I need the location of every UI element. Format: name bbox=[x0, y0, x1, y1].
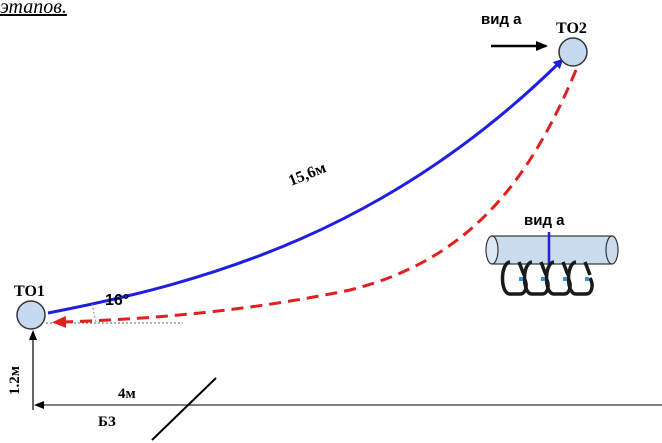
angle-tick bbox=[91, 303, 97, 323]
height-label: 1.2м bbox=[7, 366, 23, 395]
pipe-end-right bbox=[605, 235, 619, 265]
boundary-slash bbox=[151, 377, 217, 441]
distance-arrow-left bbox=[34, 401, 44, 409]
pipe-end-left bbox=[485, 235, 499, 265]
length-label: 15,6м bbox=[286, 159, 329, 189]
distance-label: 4м bbox=[118, 386, 136, 402]
view-label-inset: вид а bbox=[524, 212, 565, 229]
node-to1-label: ТО1 bbox=[14, 283, 45, 300]
inset-view: вид а bbox=[485, 212, 619, 296]
angle-label: 16° bbox=[105, 292, 129, 309]
node-to1 bbox=[16, 300, 46, 330]
zone-label: БЗ bbox=[98, 414, 116, 430]
carabiner-group bbox=[500, 260, 594, 296]
carabiner-accents bbox=[519, 277, 589, 281]
header-text: этапов. bbox=[0, 0, 67, 18]
node-to2 bbox=[558, 37, 588, 67]
carabiner-4 bbox=[566, 260, 594, 296]
height-arrow-top bbox=[29, 330, 37, 340]
rope-solid-line bbox=[47, 58, 564, 315]
rope-dashed-line bbox=[52, 69, 578, 328]
view-label-top: вид а bbox=[481, 11, 522, 28]
pipe-body bbox=[491, 235, 613, 265]
node-to2-label: ТО2 bbox=[556, 20, 587, 37]
